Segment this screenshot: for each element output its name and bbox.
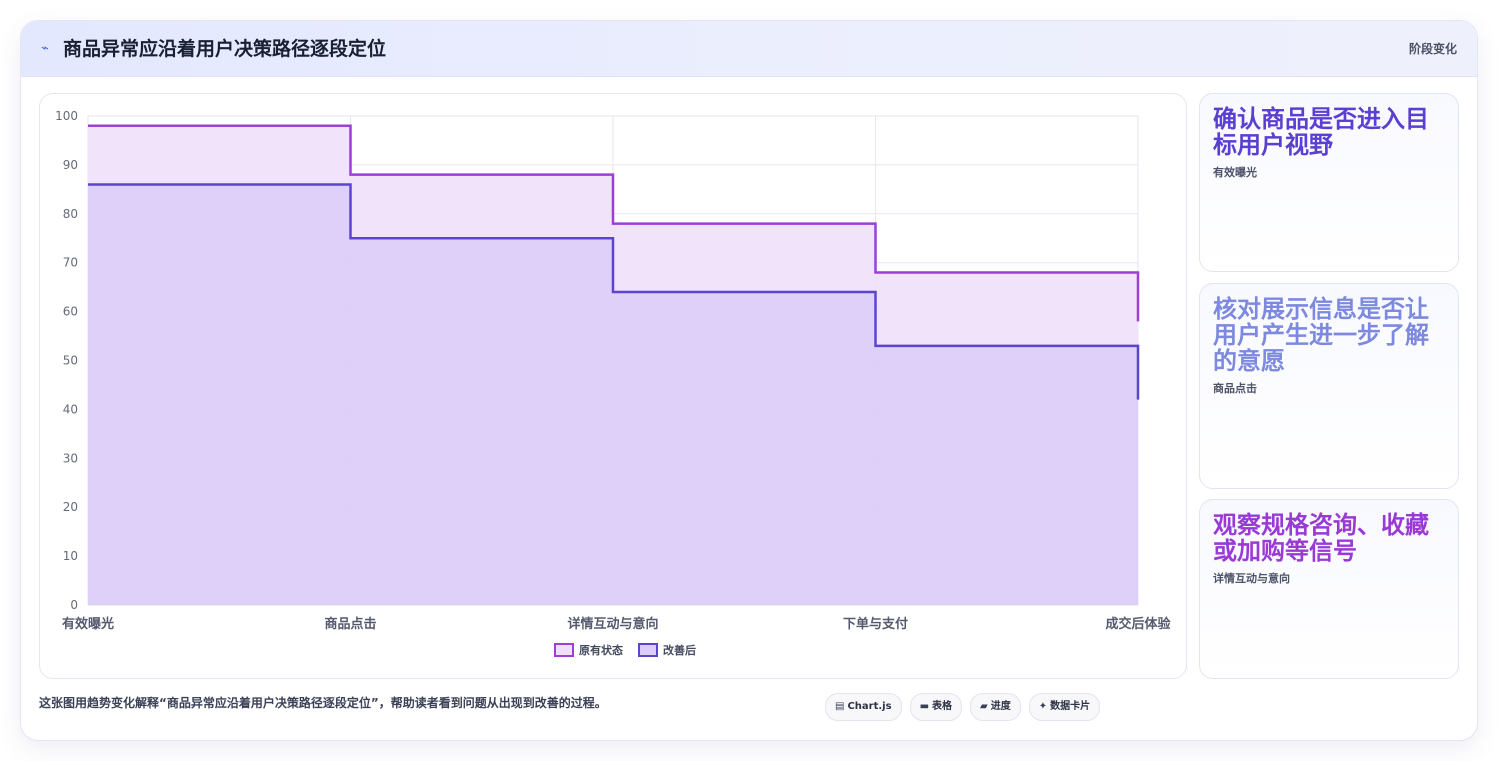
series-area-2: [88, 184, 1138, 605]
chip-label: Chart.js: [847, 701, 892, 712]
insight-card-1: 确认商品是否进入目标用户视野 有效曝光: [1199, 93, 1459, 272]
insight-card-stage: 商品点击: [1213, 382, 1257, 395]
page-title: 商品异常应沿着用户决策路径逐段定位: [63, 38, 387, 60]
step-area-chart: 0 10 20 30 40 50 60 70 80 90 100 有效曝光 商品点击 详情互动与意向 下单与…: [55, 109, 1171, 657]
chip-group: ▤ Chart.js ▬ 表格 ▰ 进度 ✦ 数据卡片: [825, 693, 1101, 721]
y-tick-label: 40: [63, 402, 78, 416]
insight-card-title: 观察规格咨询、收藏或加购等信号: [1213, 511, 1429, 565]
chip-table[interactable]: ▬ 表格: [909, 693, 963, 721]
chart-caption: 这张图用趋势变化解释“商品异常应沿着用户决策路径逐段定位”，帮助读者看到问题从出…: [39, 696, 607, 710]
insight-card-3: 观察规格咨询、收藏或加购等信号 详情互动与意向: [1199, 499, 1459, 679]
chip-label: 表格: [932, 701, 953, 712]
x-tick-label: 成交后体验: [1105, 616, 1171, 632]
y-tick-label: 50: [63, 354, 78, 368]
progress-icon: ▰: [980, 701, 988, 712]
insight-card-title: 确认商品是否进入目标用户视野: [1213, 105, 1429, 159]
y-tick-label: 80: [63, 207, 78, 221]
chart-icon: ▤: [835, 701, 845, 712]
series-line-2: [88, 183, 1140, 400]
table-icon: ▬: [919, 701, 930, 712]
chip-data-card[interactable]: ✦ 数据卡片: [1028, 693, 1101, 721]
legend-swatch: [554, 643, 574, 657]
insight-card-title: 核对展示信息是否让用户产生进一步了解的意愿: [1213, 295, 1429, 375]
legend-label: 改善后: [663, 643, 696, 657]
x-tick-label: 有效曝光: [62, 616, 114, 632]
legend-swatch: [638, 643, 658, 657]
chip-label: 进度: [990, 701, 1011, 712]
insight-card-stage: 详情互动与意向: [1213, 572, 1290, 585]
y-tick-label: 70: [63, 256, 78, 270]
chart-panel: 0 10 20 30 40 50 60 70 80 90 100 有效曝光 商品点击 详情互动与意向 下单与…: [39, 93, 1187, 679]
stage-badge: 阶段变化: [1408, 42, 1457, 56]
card-icon: ✦: [1038, 701, 1048, 712]
card-header: ⌁ 商品异常应沿着用户决策路径逐段定位 阶段变化: [21, 21, 1477, 77]
y-tick-label: 10: [63, 549, 78, 563]
legend-label: 原有状态: [579, 643, 623, 657]
y-tick-label: 60: [63, 305, 78, 319]
chip-chartjs[interactable]: ▤ Chart.js: [825, 693, 902, 721]
y-tick-label: 100: [55, 109, 78, 123]
y-tick-label: 90: [63, 158, 78, 172]
insight-card-2: 核对展示信息是否让用户产生进一步了解的意愿 商品点击: [1199, 283, 1459, 489]
sparkline-icon: ⌁: [41, 41, 49, 56]
y-tick-label: 30: [63, 451, 78, 465]
series-line-1: [88, 124, 1140, 322]
x-tick-label: 详情互动与意向: [567, 616, 658, 632]
insight-card-stage: 有效曝光: [1213, 166, 1257, 179]
y-tick-label: 0: [70, 598, 78, 612]
x-tick-label: 下单与支付: [843, 616, 908, 632]
y-tick-label: 20: [63, 500, 78, 514]
x-tick-label: 商品点击: [324, 616, 376, 632]
chip-progress[interactable]: ▰ 进度: [970, 693, 1021, 721]
chip-label: 数据卡片: [1050, 701, 1091, 712]
dashboard-card: ⌁ 商品异常应沿着用户决策路径逐段定位 阶段变化 0 10 20 30 40 50 60 70…: [20, 20, 1478, 741]
